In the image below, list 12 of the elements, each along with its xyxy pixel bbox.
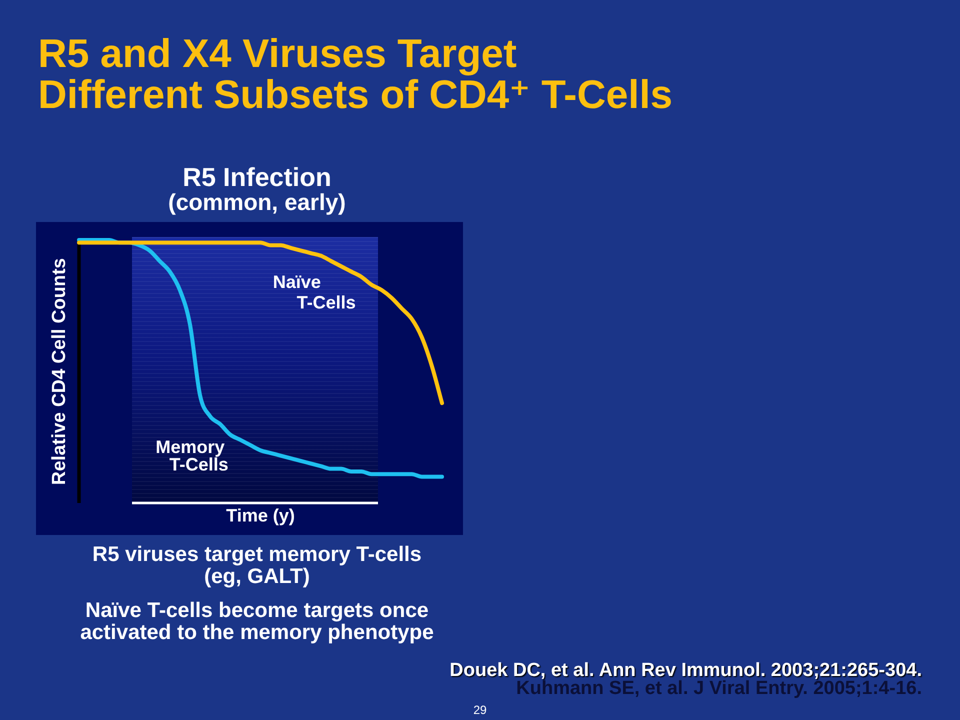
text: R5 viruses target memory T-cells (eg, GALT) bbox=[91, 543, 423, 588]
chart-subtitle: R5 Infection bbox=[182, 162, 332, 192]
chart-title: R5 and X4 Viruses Target Different Subsets of CD4⁺ T-Cells bbox=[38, 32, 674, 117]
x-axis-title: Time (y) bbox=[226, 506, 295, 526]
text: Douek DC, et al. Ann Rev Immunol. 2003;21:265-304. bbox=[450, 660, 922, 681]
text: Kuhmann SE, et al. J Viral Entry. 2005;1:4-16. bbox=[516, 678, 922, 699]
text: (common, early) bbox=[167, 189, 347, 215]
text: Naïve T-cells become targets once activated to the memory phenotype bbox=[79, 599, 435, 644]
series-label: Naïve T-Cells bbox=[272, 272, 356, 312]
y-axis-title: Relative CD4 Cell Counts bbox=[49, 258, 70, 485]
text: 29 bbox=[472, 703, 488, 717]
series-label: Memory T-Cells bbox=[156, 436, 228, 475]
